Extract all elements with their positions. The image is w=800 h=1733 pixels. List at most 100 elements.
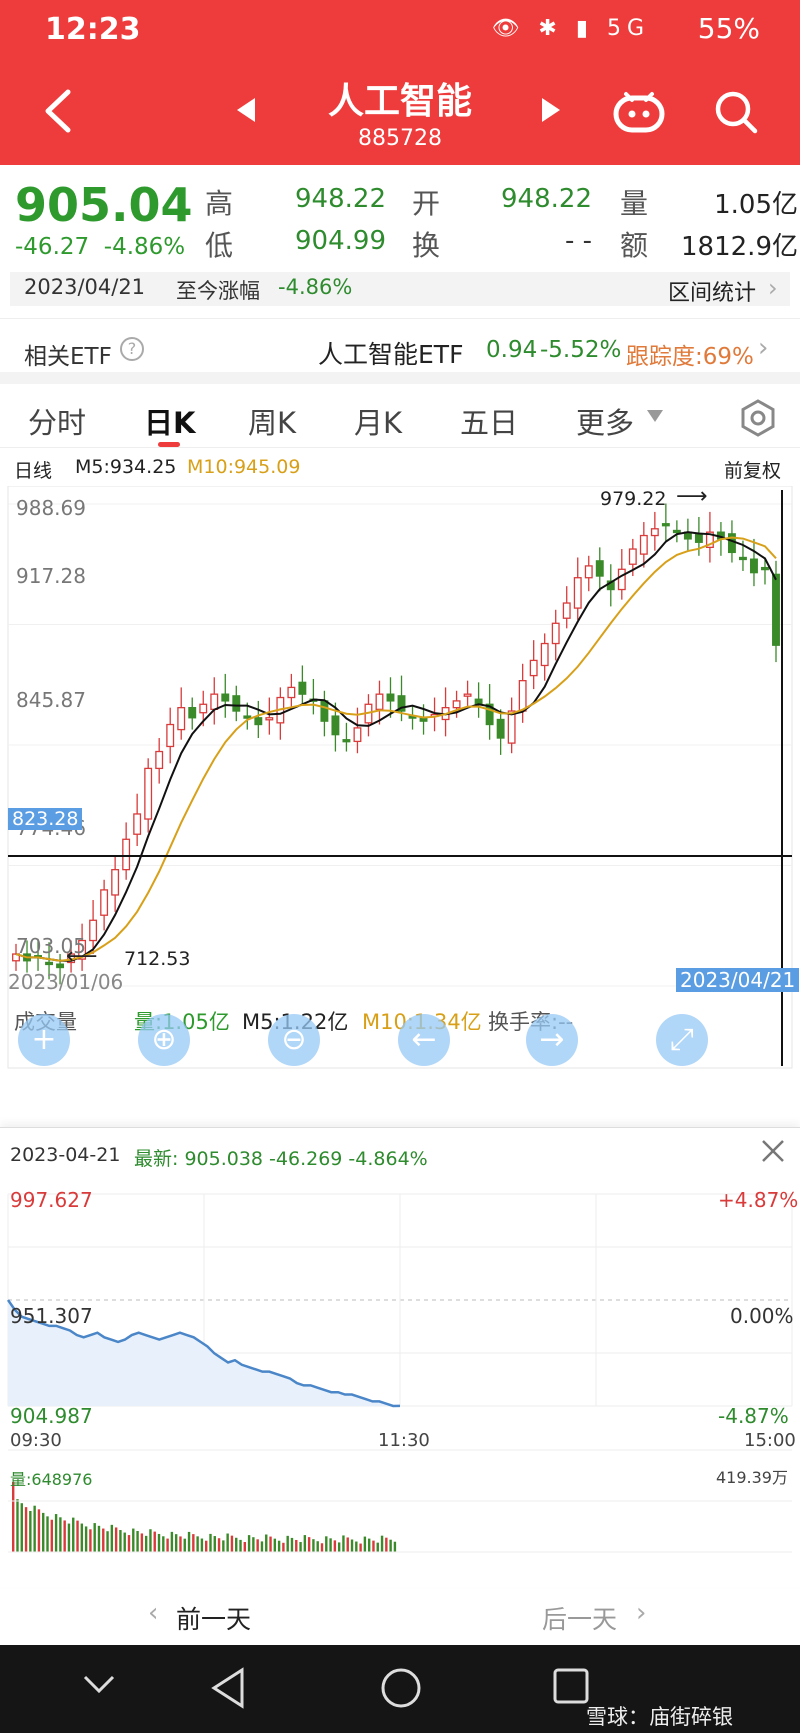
high-mark: 979.22 — [600, 488, 667, 510]
fullscreen-icon[interactable]: ⤢ — [656, 1014, 708, 1066]
intraday-y-mid: 951.307 — [10, 1304, 93, 1328]
tab-day-k[interactable]: 日K — [144, 406, 196, 440]
stock-name: 人工智能 — [327, 81, 472, 122]
nav-recent-icon[interactable] — [552, 1667, 590, 1709]
zoom-in-icon[interactable]: ⊕ — [138, 1014, 190, 1066]
tab-five-day[interactable]: 五日 — [460, 406, 519, 440]
candle — [375, 693, 384, 710]
volume-bar — [205, 1540, 208, 1552]
current-price: 905.04 — [15, 178, 193, 232]
volume-bar — [346, 1537, 349, 1552]
nav-home-icon[interactable] — [380, 1667, 422, 1713]
intraday-vol-label: 量:648976 — [10, 1470, 93, 1489]
volume-bar — [307, 1537, 311, 1552]
volume-bar — [200, 1538, 204, 1552]
candle — [122, 838, 131, 871]
crosshair-value: 823.28 — [8, 808, 83, 830]
tab-month-k[interactable]: 月K — [354, 406, 403, 440]
triangle-right-icon[interactable] — [540, 96, 562, 132]
volume-bar — [72, 1517, 75, 1552]
previous-day-button[interactable]: 前一天 — [176, 1605, 252, 1634]
zoom-in-icon[interactable]: + — [18, 1014, 70, 1066]
ma5-line — [15, 531, 777, 962]
candles — [12, 503, 780, 985]
volume-bar — [295, 1539, 298, 1552]
day-navigation: ‹ 前一天 后一天 › — [0, 1588, 800, 1644]
zoom-out-icon[interactable]: ⊖ — [268, 1014, 320, 1066]
volume-bar — [303, 1535, 307, 1552]
candle — [287, 686, 296, 699]
next-day-button[interactable]: 后一天 — [542, 1605, 618, 1634]
triangle-left-icon[interactable] — [235, 96, 257, 132]
candle — [353, 727, 362, 743]
volume-bar — [84, 1526, 88, 1552]
arrow-right-icon[interactable]: → — [526, 1014, 578, 1066]
hexagon-gear-icon[interactable] — [738, 398, 778, 442]
candle — [595, 560, 604, 577]
stock-code: 885728 — [358, 126, 442, 151]
triangle-down-icon[interactable] — [646, 408, 664, 427]
volume-bar — [299, 1542, 302, 1552]
arrow-right-icon: ⟶ — [676, 484, 708, 509]
volume-value: 1.05亿 — [714, 190, 798, 220]
close-icon[interactable] — [760, 1138, 786, 1168]
volume-bar — [286, 1535, 289, 1552]
volume-bar — [37, 1509, 41, 1552]
robot-icon[interactable] — [612, 88, 666, 134]
volume-bar — [174, 1534, 178, 1552]
range-stats-button[interactable]: 区间统计 — [668, 281, 757, 306]
volume-bar — [376, 1542, 379, 1552]
candle — [199, 703, 208, 714]
tab-week-k[interactable]: 周K — [248, 406, 297, 440]
volume-bar — [235, 1537, 238, 1552]
volume-bar — [110, 1524, 114, 1552]
nav-back-icon[interactable] — [210, 1667, 246, 1713]
volume-bar — [282, 1542, 285, 1552]
ma10-line — [15, 536, 777, 962]
chart-tabs: 分时 日K 周K 月K 五日 更多 — [0, 386, 800, 448]
tab-intraday[interactable]: 分时 — [28, 406, 87, 440]
question-circle-icon[interactable]: ? — [120, 337, 144, 361]
chevron-left-icon: ‹ — [148, 1598, 159, 1628]
intraday-pct-bot: -4.87% — [718, 1404, 789, 1428]
candle — [166, 723, 175, 748]
back-arrow-icon[interactable] — [40, 86, 76, 144]
candle — [342, 739, 351, 743]
chart-toolbar: + ⊕ ⊖ ← → ⤢ — [0, 1010, 800, 1070]
open-value: 948.22 — [501, 184, 592, 214]
change-value: -46.27 — [15, 234, 90, 260]
high-label: 高 — [205, 187, 234, 220]
nav-down-icon[interactable] — [82, 1673, 116, 1701]
volume-bar — [209, 1533, 212, 1552]
candle — [232, 695, 241, 712]
tab-more[interactable]: 更多 — [576, 406, 635, 440]
candle — [562, 602, 571, 619]
candle — [750, 558, 758, 574]
low-value: 904.99 — [295, 226, 386, 256]
volume-bar — [157, 1533, 161, 1552]
candle — [386, 693, 395, 702]
etf-percent: -5.52% — [540, 337, 622, 363]
arrow-left-icon[interactable]: ← — [398, 1014, 450, 1066]
candle — [78, 939, 87, 960]
y-tick: 988.69 — [16, 496, 86, 520]
related-etf-row[interactable]: 相关ETF ? 人工智能ETF 0.94 -5.52% 跟踪度:69% › — [0, 318, 800, 384]
candle — [761, 566, 769, 571]
volume-bar — [89, 1529, 92, 1552]
time-end: 15:00 — [744, 1430, 796, 1451]
intraday-y-top: 997.627 — [10, 1188, 93, 1212]
adjust-mode[interactable]: 前复权 — [724, 460, 782, 482]
volume-bar — [97, 1525, 101, 1552]
volume-bar — [50, 1519, 53, 1552]
intraday-pct-top: +4.87% — [718, 1188, 799, 1212]
candle — [188, 707, 197, 719]
change-percent: -4.86% — [103, 234, 186, 260]
candle — [298, 681, 307, 695]
search-icon[interactable] — [712, 88, 760, 136]
amount-value: 1812.9亿 — [681, 232, 798, 262]
time-mid: 11:30 — [378, 1430, 430, 1451]
range-stats-strip[interactable]: 2023/04/21 至今涨幅 -4.86% 区间统计 › — [10, 272, 790, 306]
candle — [177, 707, 186, 731]
open-label: 开 — [412, 187, 441, 220]
volume-bar — [290, 1537, 294, 1552]
